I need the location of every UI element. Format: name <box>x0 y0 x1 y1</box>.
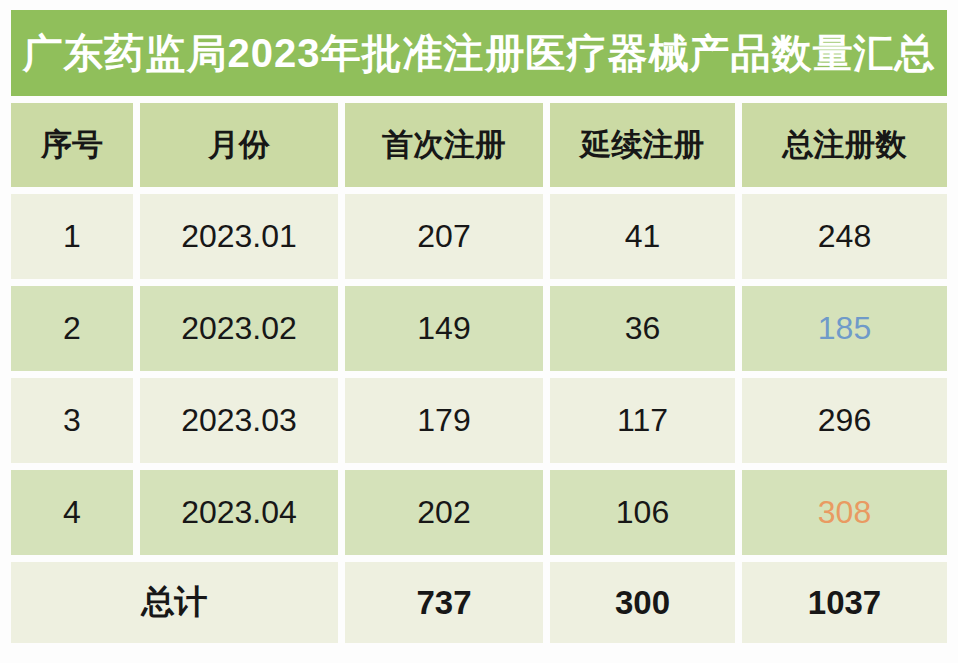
cell-row2-total: 185 <box>742 286 947 371</box>
cell-row3-renewal: 117 <box>550 378 735 463</box>
column-header-no: 序号 <box>11 103 133 187</box>
cell-row4-month: 2023.04 <box>140 470 338 555</box>
cell-row3-no: 3 <box>11 378 133 463</box>
cell-row4-no: 4 <box>11 470 133 555</box>
cell-row1-no: 1 <box>11 194 133 279</box>
cell-row2-first: 149 <box>345 286 543 371</box>
column-header-renewal: 延续注册 <box>550 103 735 187</box>
column-header-first: 首次注册 <box>345 103 543 187</box>
cell-row2-renewal: 36 <box>550 286 735 371</box>
cell-row1-first: 207 <box>345 194 543 279</box>
cell-summary-first: 737 <box>345 562 543 643</box>
cell-row1-total: 248 <box>742 194 947 279</box>
cell-row4-renewal: 106 <box>550 470 735 555</box>
column-header-total: 总注册数 <box>742 103 947 187</box>
cell-row2-month: 2023.02 <box>140 286 338 371</box>
cell-row1-month: 2023.01 <box>140 194 338 279</box>
infographic-page: 广东药监局2023年批准注册医疗器械产品数量汇总 序号 月份 首次注册 延续注册… <box>0 0 958 663</box>
summary-table: 序号 月份 首次注册 延续注册 总注册数 1 2023.01 207 41 24… <box>11 103 947 643</box>
cell-row3-first: 179 <box>345 378 543 463</box>
cell-row4-first: 202 <box>345 470 543 555</box>
page-title-text: 广东药监局2023年批准注册医疗器械产品数量汇总 <box>23 26 936 81</box>
cell-row3-total: 296 <box>742 378 947 463</box>
cell-summary-total: 1037 <box>742 562 947 643</box>
page-title: 广东药监局2023年批准注册医疗器械产品数量汇总 <box>11 10 947 96</box>
cell-row3-month: 2023.03 <box>140 378 338 463</box>
column-header-month: 月份 <box>140 103 338 187</box>
cell-row4-total: 308 <box>742 470 947 555</box>
cell-row2-no: 2 <box>11 286 133 371</box>
cell-summary-renewal: 300 <box>550 562 735 643</box>
cell-row1-renewal: 41 <box>550 194 735 279</box>
cell-summary-label: 总计 <box>11 562 338 643</box>
